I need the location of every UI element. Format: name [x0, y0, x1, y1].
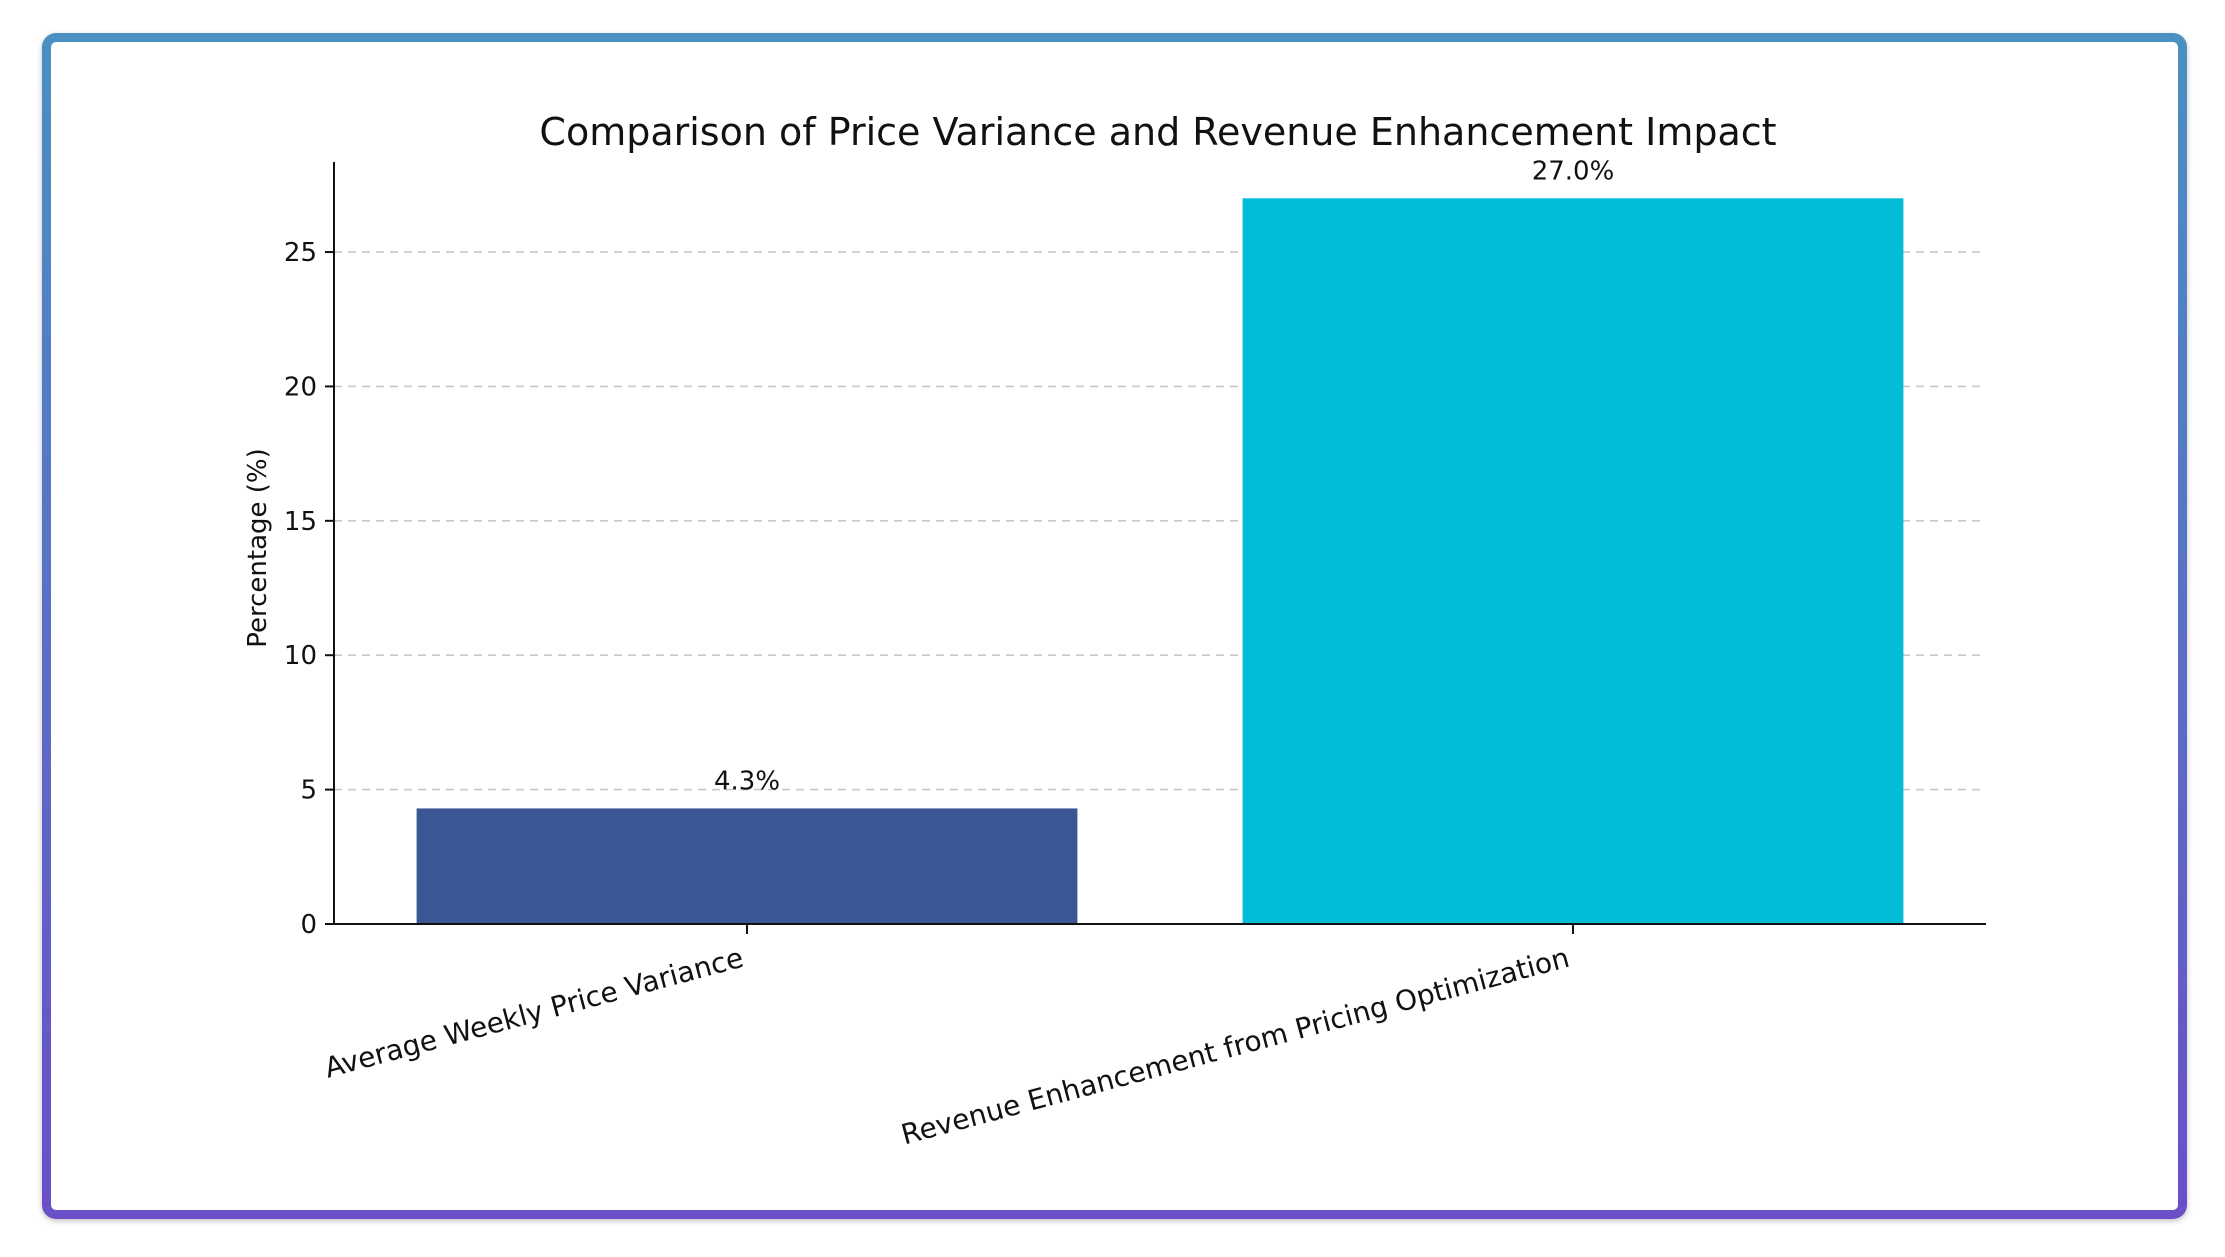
y-axis-label: Percentage (%)	[243, 448, 273, 648]
y-tick-label: 20	[284, 372, 317, 402]
bar	[416, 808, 1078, 924]
bar	[1242, 198, 1904, 925]
y-tick-label: 15	[284, 507, 317, 537]
bar-value-label: 4.3%	[714, 766, 780, 796]
x-tick-label: Revenue Enhancement from Pricing Optimiz…	[898, 941, 1573, 1151]
y-tick-label: 0	[300, 910, 317, 940]
value-labels: 4.3% 27.0%	[714, 156, 1614, 796]
y-tick-label: 5	[300, 776, 317, 806]
axes	[333, 162, 1986, 925]
chart-title: Comparison of Price Variance and Revenue…	[539, 110, 1776, 154]
x-ticks: Average Weekly Price Variance Revenue Enh…	[321, 924, 1574, 1151]
bar-value-label: 27.0%	[1532, 156, 1615, 186]
y-ticks: 0 5 10 15 20 25	[284, 238, 334, 940]
x-tick-label: Average Weekly Price Variance	[321, 941, 747, 1085]
y-tick-label: 10	[284, 641, 317, 671]
bars	[416, 198, 1904, 925]
y-tick-label: 25	[284, 238, 317, 268]
